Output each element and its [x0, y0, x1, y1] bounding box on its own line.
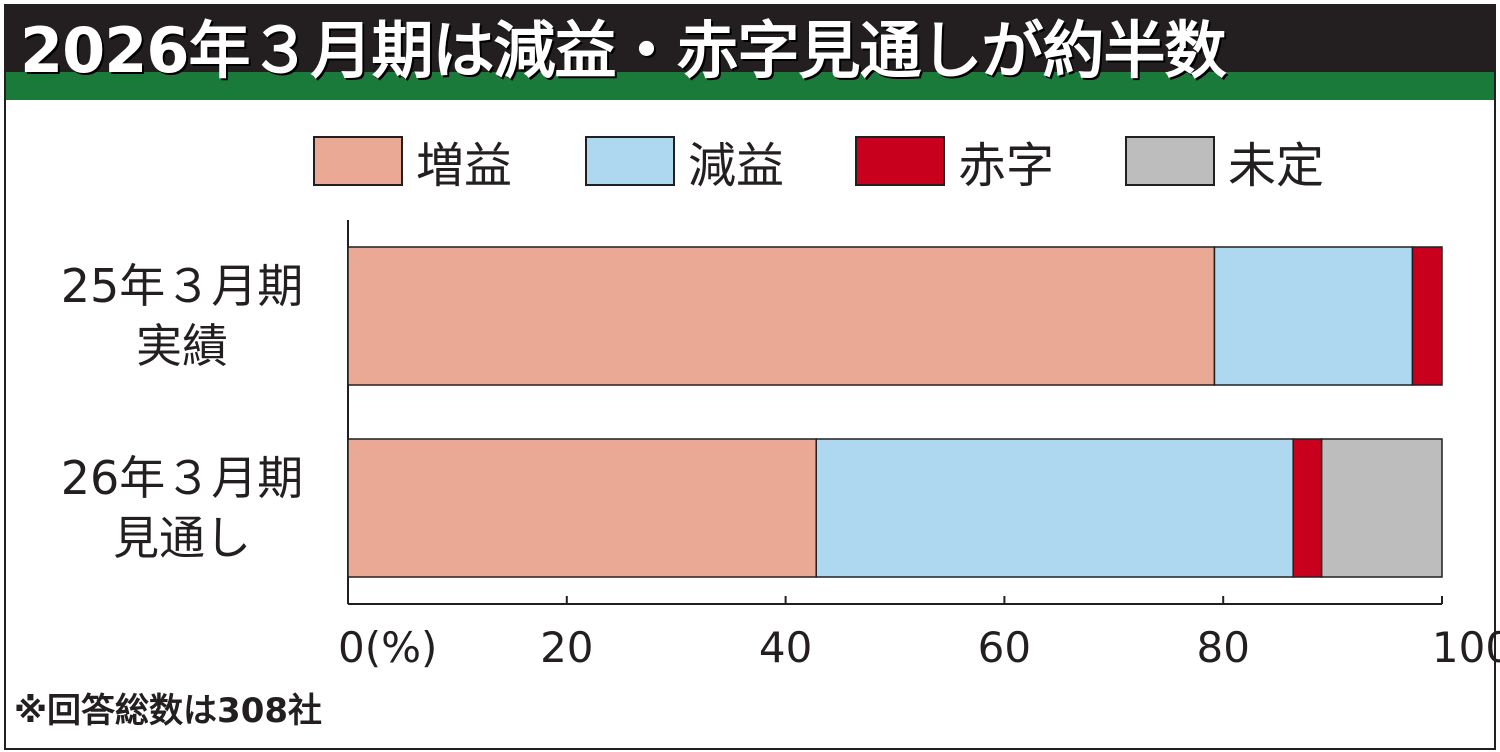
bar-2-増益 — [347, 438, 817, 578]
bar-1-増益 — [347, 246, 1216, 386]
category-label-1-line2: 実績 — [136, 319, 228, 373]
bar-1-減益 — [1213, 246, 1414, 386]
legend-swatch-2 — [585, 136, 675, 186]
x-tick-label-3: 40 — [759, 623, 812, 672]
chart-title: 2026年３月期は減益・赤字見通しが約半数 — [20, 14, 1227, 87]
legend-swatch-3 — [855, 136, 945, 186]
category-label-2-line2: 見通し — [113, 511, 251, 565]
legend-label-1: 増益 — [416, 138, 512, 194]
title-banner: 2026年３月期は減益・赤字見通しが約半数 — [6, 6, 1494, 100]
legend-label-4: 未定 — [1228, 138, 1324, 194]
bar-2-赤字 — [1292, 438, 1323, 578]
x-tick-label-4: 60 — [978, 623, 1031, 672]
legend-label-3: 赤字 — [958, 138, 1054, 194]
legend-swatch-1 — [313, 136, 403, 186]
x-tick-label-1: 0(%) — [338, 623, 437, 672]
legend-label-2: 減益 — [688, 138, 784, 194]
x-tick-label-5: 80 — [1196, 623, 1249, 672]
category-label-1-line1: 25年３月期 — [61, 259, 304, 313]
x-tick-label-2: 20 — [540, 623, 593, 672]
bar-2-減益 — [815, 438, 1294, 578]
legend-swatch-4 — [1125, 136, 1215, 186]
category-label-2-line1: 26年３月期 — [61, 451, 304, 505]
x-tick-label-6: 100 — [1432, 623, 1500, 672]
footnote: ※回答総数は308社 — [14, 691, 322, 731]
bar-2-未定 — [1320, 438, 1443, 578]
bar-1-赤字 — [1411, 246, 1443, 386]
